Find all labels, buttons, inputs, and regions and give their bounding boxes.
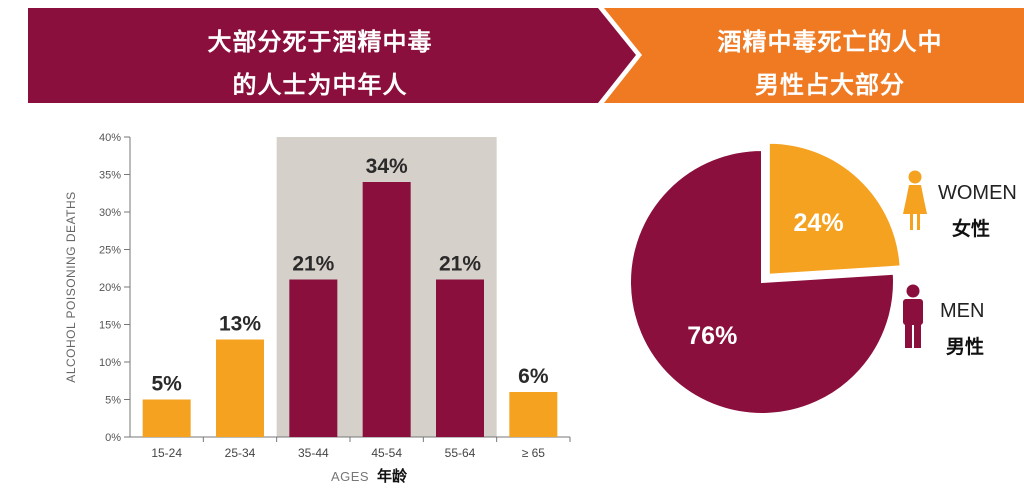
data-label: 21% — [439, 253, 481, 276]
y-tick-label: 10% — [99, 357, 121, 369]
bar-55-64 — [436, 279, 484, 437]
bar-25-34 — [216, 339, 264, 437]
male-figure-icon — [903, 284, 923, 348]
female-figure-icon — [903, 170, 927, 230]
left-banner-line2: 的人士为中年人 — [232, 71, 408, 99]
data-label: 6% — [518, 365, 549, 388]
data-label: 13% — [219, 313, 261, 336]
pie-slice-label: 76% — [687, 322, 737, 350]
y-tick-label: 5% — [105, 395, 121, 407]
right-banner — [604, 8, 1024, 103]
data-label: 34% — [366, 155, 408, 178]
bar-45-54 — [362, 182, 411, 437]
pie-chart: 24% 76% — [629, 141, 902, 415]
right-banner-line1: 酒精中毒死亡的人中 — [717, 28, 943, 56]
pie-slice-women — [767, 141, 902, 276]
women-label-cn: 女性 — [952, 218, 991, 240]
banner-shapes — [28, 8, 1024, 103]
x-tick-label: 15-24 — [151, 446, 182, 460]
women-label: WOMEN — [938, 182, 1017, 204]
y-tick-label: 30% — [99, 207, 121, 219]
left-banner — [28, 8, 636, 103]
men-label: MEN — [940, 300, 985, 322]
y-tick-label: 15% — [99, 320, 121, 332]
pie-slice-label: 24% — [794, 209, 844, 237]
data-label: 21% — [292, 253, 334, 276]
men-label-cn: 男性 — [946, 336, 985, 358]
left-banner-line1: 大部分死于酒精中毒 — [207, 28, 433, 56]
pie-slice-men — [629, 148, 895, 415]
x-axis-title-cn: 年龄 — [377, 467, 408, 485]
bar-35-44 — [289, 279, 338, 437]
bar-≥ 65 — [509, 392, 558, 437]
y-tick-label: 40% — [99, 132, 121, 144]
x-tick-label: 35-44 — [298, 446, 329, 460]
y-tick-label: 0% — [105, 432, 121, 444]
x-tick-label: 25-34 — [225, 446, 256, 460]
x-tick-label: ≥ 65 — [522, 446, 546, 460]
bar-15-24 — [142, 399, 191, 437]
x-axis-title: AGES — [331, 469, 369, 484]
data-label: 5% — [151, 373, 182, 396]
x-tick-label: 55-64 — [445, 446, 476, 460]
y-axis-title: ALCOHOL POISONING DEATHS — [64, 191, 78, 382]
right-banner-line2: 男性占大部分 — [755, 71, 905, 99]
bar-chart: 0% 5% 10% 15% 20% 25% 30% 35% 40% ALCOHOL POISONI… — [64, 132, 571, 485]
y-tick-label: 20% — [99, 282, 121, 294]
y-tick-label: 35% — [99, 170, 121, 182]
y-tick-label: 25% — [99, 245, 121, 257]
x-tick-label: 45-54 — [371, 446, 402, 460]
